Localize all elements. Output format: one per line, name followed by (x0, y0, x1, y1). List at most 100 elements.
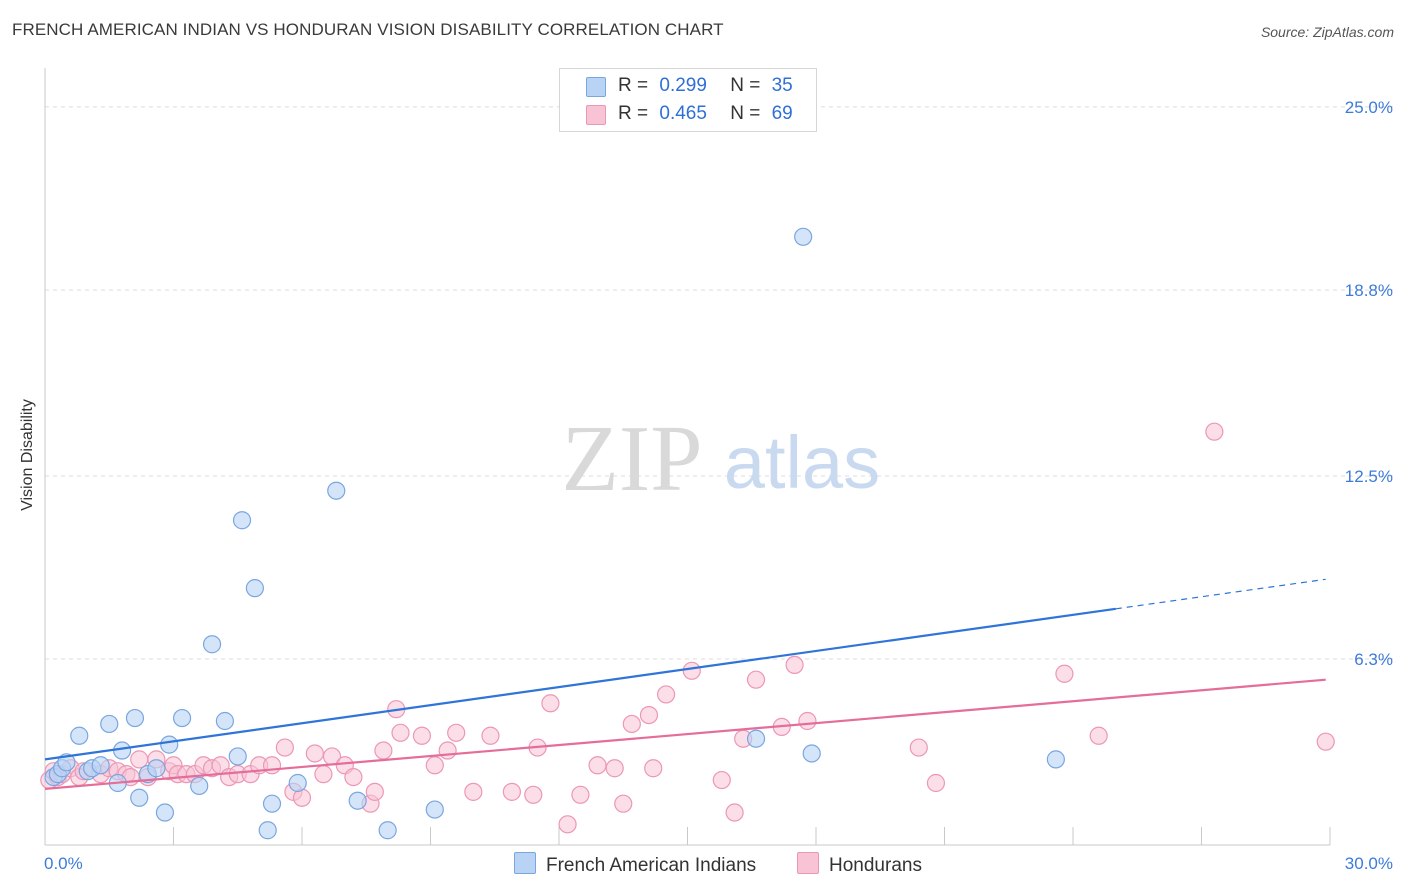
honduran-point (656, 685, 676, 704)
honduran-point (502, 782, 521, 801)
french-american-indian-point (228, 747, 247, 766)
french-american-indian-point (130, 788, 149, 807)
french-american-indian-point (91, 756, 110, 775)
correlation-legend: R = 0.299 N = 35 R = 0.465 N = 69 (559, 68, 817, 132)
honduran-point (798, 711, 817, 731)
y-tick-label: 25.0% (1345, 98, 1393, 117)
french-american-indian-point (794, 227, 813, 246)
honduran-point (1055, 664, 1074, 683)
french-american-indian-point (202, 635, 222, 654)
legend-n-label: N = (730, 103, 761, 124)
honduran-point (558, 815, 577, 834)
french-american-indian-point (155, 803, 175, 822)
french-american-indian-point (125, 708, 145, 728)
french-american-indian-point (160, 735, 179, 754)
honduran-point (524, 785, 543, 804)
french-american-indian-point (215, 711, 234, 731)
trendlines (44, 578, 1326, 791)
french-american-indian-point (262, 794, 282, 813)
honduran-point (639, 705, 659, 725)
french-american-indian-point (112, 741, 132, 760)
legend-r-label: R = (618, 103, 649, 124)
bottom-legend-french-american-indians: French American Indians (514, 852, 756, 877)
honduran-point (344, 767, 363, 787)
french-american-indian-point (746, 729, 766, 748)
legend-n-label: N = (730, 75, 761, 96)
source-label: Source: ZipAtlas.com (1260, 24, 1394, 40)
x-tick-label: 30.0% (1345, 854, 1393, 873)
honduran-point (438, 741, 457, 760)
french-american-indian-point (190, 776, 209, 796)
hondurans-trendline (44, 678, 1326, 791)
honduran-point (712, 770, 731, 790)
legend-r-value: 0.465 (659, 103, 707, 124)
french-american-indian-point (378, 821, 397, 840)
y-tick-label: 12.5% (1345, 467, 1393, 486)
legend-n-value: 69 (771, 103, 793, 124)
watermark-zip: ZIP (562, 407, 703, 511)
french-american-indian-point (232, 511, 252, 530)
honduran-point (1205, 422, 1224, 441)
honduran-point (481, 726, 500, 745)
honduran-point (571, 785, 590, 804)
honduran-point (622, 714, 641, 734)
legend-r-label: R = (618, 75, 649, 96)
honduran-point (365, 782, 384, 801)
legend-swatch-blue (586, 77, 606, 97)
french-american-indian-point (258, 821, 277, 840)
french-american-indians-points (44, 227, 1065, 840)
honduran-point (746, 670, 766, 689)
honduran-point (262, 756, 282, 775)
legend-swatch-pink (586, 105, 606, 125)
french-american-indian-point (348, 791, 367, 810)
french-american-indian-point (425, 800, 444, 819)
honduran-point (275, 738, 294, 757)
legend-r-value: 0.299 (659, 75, 707, 96)
honduran-point (130, 750, 149, 769)
x-tick-label: 0.0% (44, 854, 83, 873)
chart-title: FRENCH AMERICAN INDIAN VS HONDURAN VISIO… (12, 20, 724, 39)
honduran-point (682, 661, 701, 680)
french-american-indian-point (327, 481, 346, 500)
french-american-indians-trendline (44, 607, 1116, 761)
honduran-point (1089, 726, 1108, 745)
french-american-indians-trendline-extension (1115, 578, 1326, 610)
axes (44, 68, 1331, 846)
watermark-atlas: atlas (724, 421, 880, 504)
bottom-legend-hondurans: Hondurans (797, 852, 922, 877)
honduran-point (391, 723, 410, 742)
french-american-indian-point (172, 708, 192, 728)
honduran-point (374, 741, 393, 760)
honduran-point (412, 726, 432, 745)
honduran-point (926, 773, 946, 793)
french-american-indian-point (100, 714, 119, 734)
french-american-indian-point (147, 759, 166, 778)
bottom-legend-swatch-blue (514, 852, 536, 874)
honduran-point (464, 782, 483, 801)
french-american-indian-point (245, 579, 264, 598)
french-american-indian-point (802, 744, 821, 763)
tick-labels: 6.3% 12.5% 18.8% 25.0% 0.0% 30.0% (44, 98, 1393, 873)
honduran-point (305, 744, 324, 763)
honduran-point (785, 655, 804, 675)
honduran-point (314, 765, 333, 784)
gridlines (45, 106, 1395, 660)
y-tick-label: 6.3% (1354, 650, 1393, 669)
honduran-point (1316, 732, 1335, 751)
legend-n-value: 35 (771, 75, 793, 96)
honduran-point (614, 794, 633, 813)
french-american-indian-point (70, 726, 89, 745)
bottom-legend-swatch-pink (797, 852, 819, 874)
bottom-legend-label: French American Indians (546, 855, 757, 876)
honduran-point (541, 694, 560, 713)
french-american-indian-point (1046, 750, 1065, 769)
bottom-legend-label: Hondurans (829, 855, 922, 876)
honduran-point (447, 723, 466, 742)
honduran-point (909, 738, 928, 757)
honduran-point (725, 803, 744, 822)
french-american-indian-point (288, 773, 307, 793)
y-tick-label: 18.8% (1345, 281, 1393, 300)
french-american-indian-point (57, 753, 76, 772)
honduran-point (605, 759, 624, 778)
